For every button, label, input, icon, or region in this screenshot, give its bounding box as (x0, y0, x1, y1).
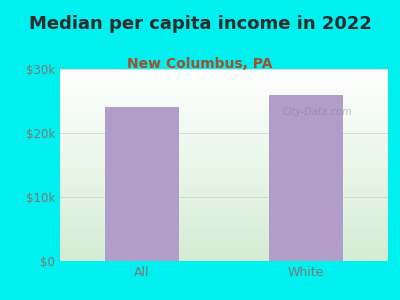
Text: New Columbus, PA: New Columbus, PA (127, 57, 273, 71)
Bar (269, 94, 343, 261)
Bar (105, 107, 179, 261)
Text: Median per capita income in 2022: Median per capita income in 2022 (28, 15, 372, 33)
Text: City-Data.com: City-Data.com (283, 107, 353, 117)
